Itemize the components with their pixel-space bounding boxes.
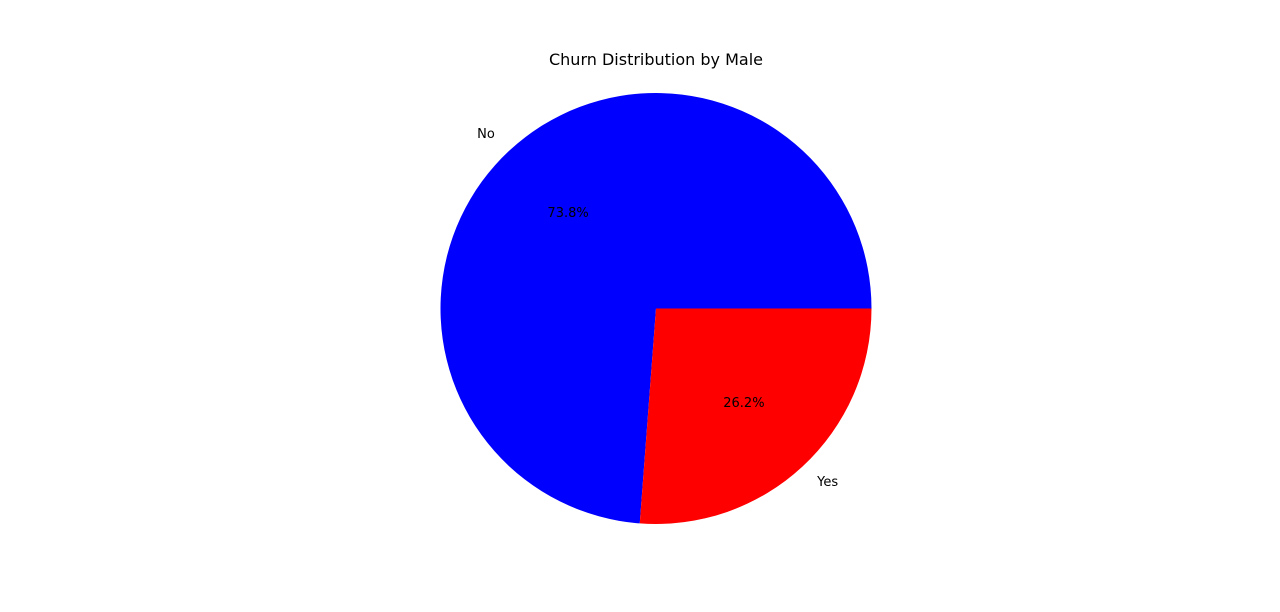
pie-labels: No 73.8% Yes 26.2% xyxy=(477,127,838,490)
slice-percent-yes: 26.2% xyxy=(723,396,764,411)
pie-slice-no xyxy=(440,92,872,524)
slice-percent-no: 73.8% xyxy=(547,206,588,221)
slice-label-no: No xyxy=(477,127,495,142)
pie-slice-yes xyxy=(639,308,872,524)
chart-title: Churn Distribution by Male xyxy=(549,50,763,69)
pie-slices xyxy=(440,92,872,524)
slice-label-yes: Yes xyxy=(816,475,838,490)
